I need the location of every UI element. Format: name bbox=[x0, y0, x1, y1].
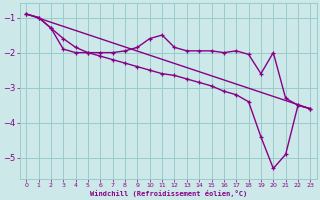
X-axis label: Windchill (Refroidissement éolien,°C): Windchill (Refroidissement éolien,°C) bbox=[90, 190, 247, 197]
